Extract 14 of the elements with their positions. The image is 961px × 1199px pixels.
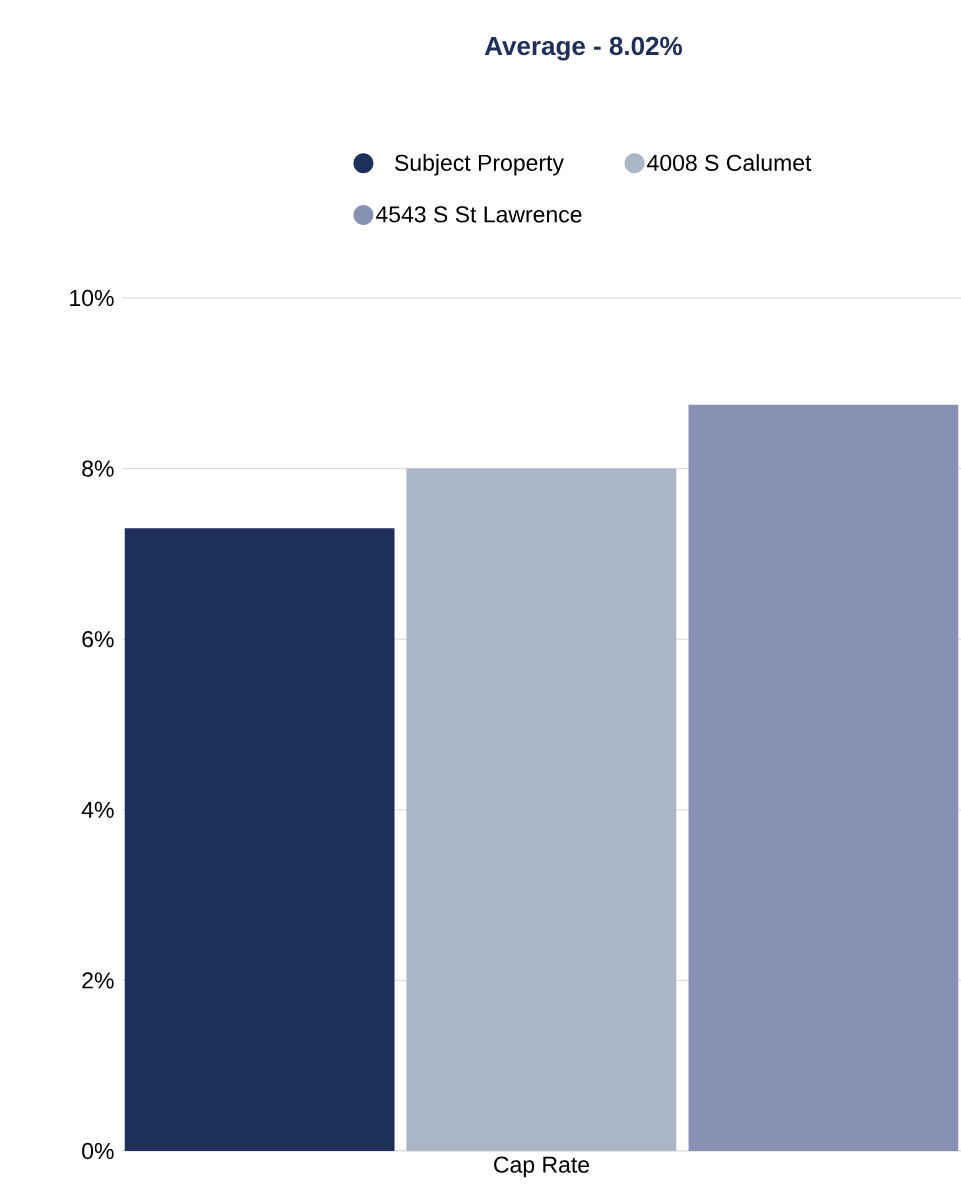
y-tick-label: 4%	[81, 801, 114, 818]
y-tick-label: 10%	[70, 289, 114, 307]
y-tick-label: 2%	[82, 972, 114, 989]
chart-title: Average - 8.02%	[484, 36, 682, 61]
y-tick-label: 6%	[82, 631, 114, 648]
legend-label: Subject Property	[394, 154, 564, 176]
legend-label: 4008 S Calumet	[646, 154, 812, 171]
bar	[124, 528, 395, 1151]
bar	[688, 404, 959, 1151]
x-tick-label: Cap Rate	[493, 1156, 589, 1178]
y-tick-label: 0%	[81, 1142, 114, 1160]
y-tick-label: 8%	[82, 460, 114, 477]
legend-label: 4543 S St Lawrence	[375, 206, 582, 223]
bar	[406, 468, 677, 1151]
